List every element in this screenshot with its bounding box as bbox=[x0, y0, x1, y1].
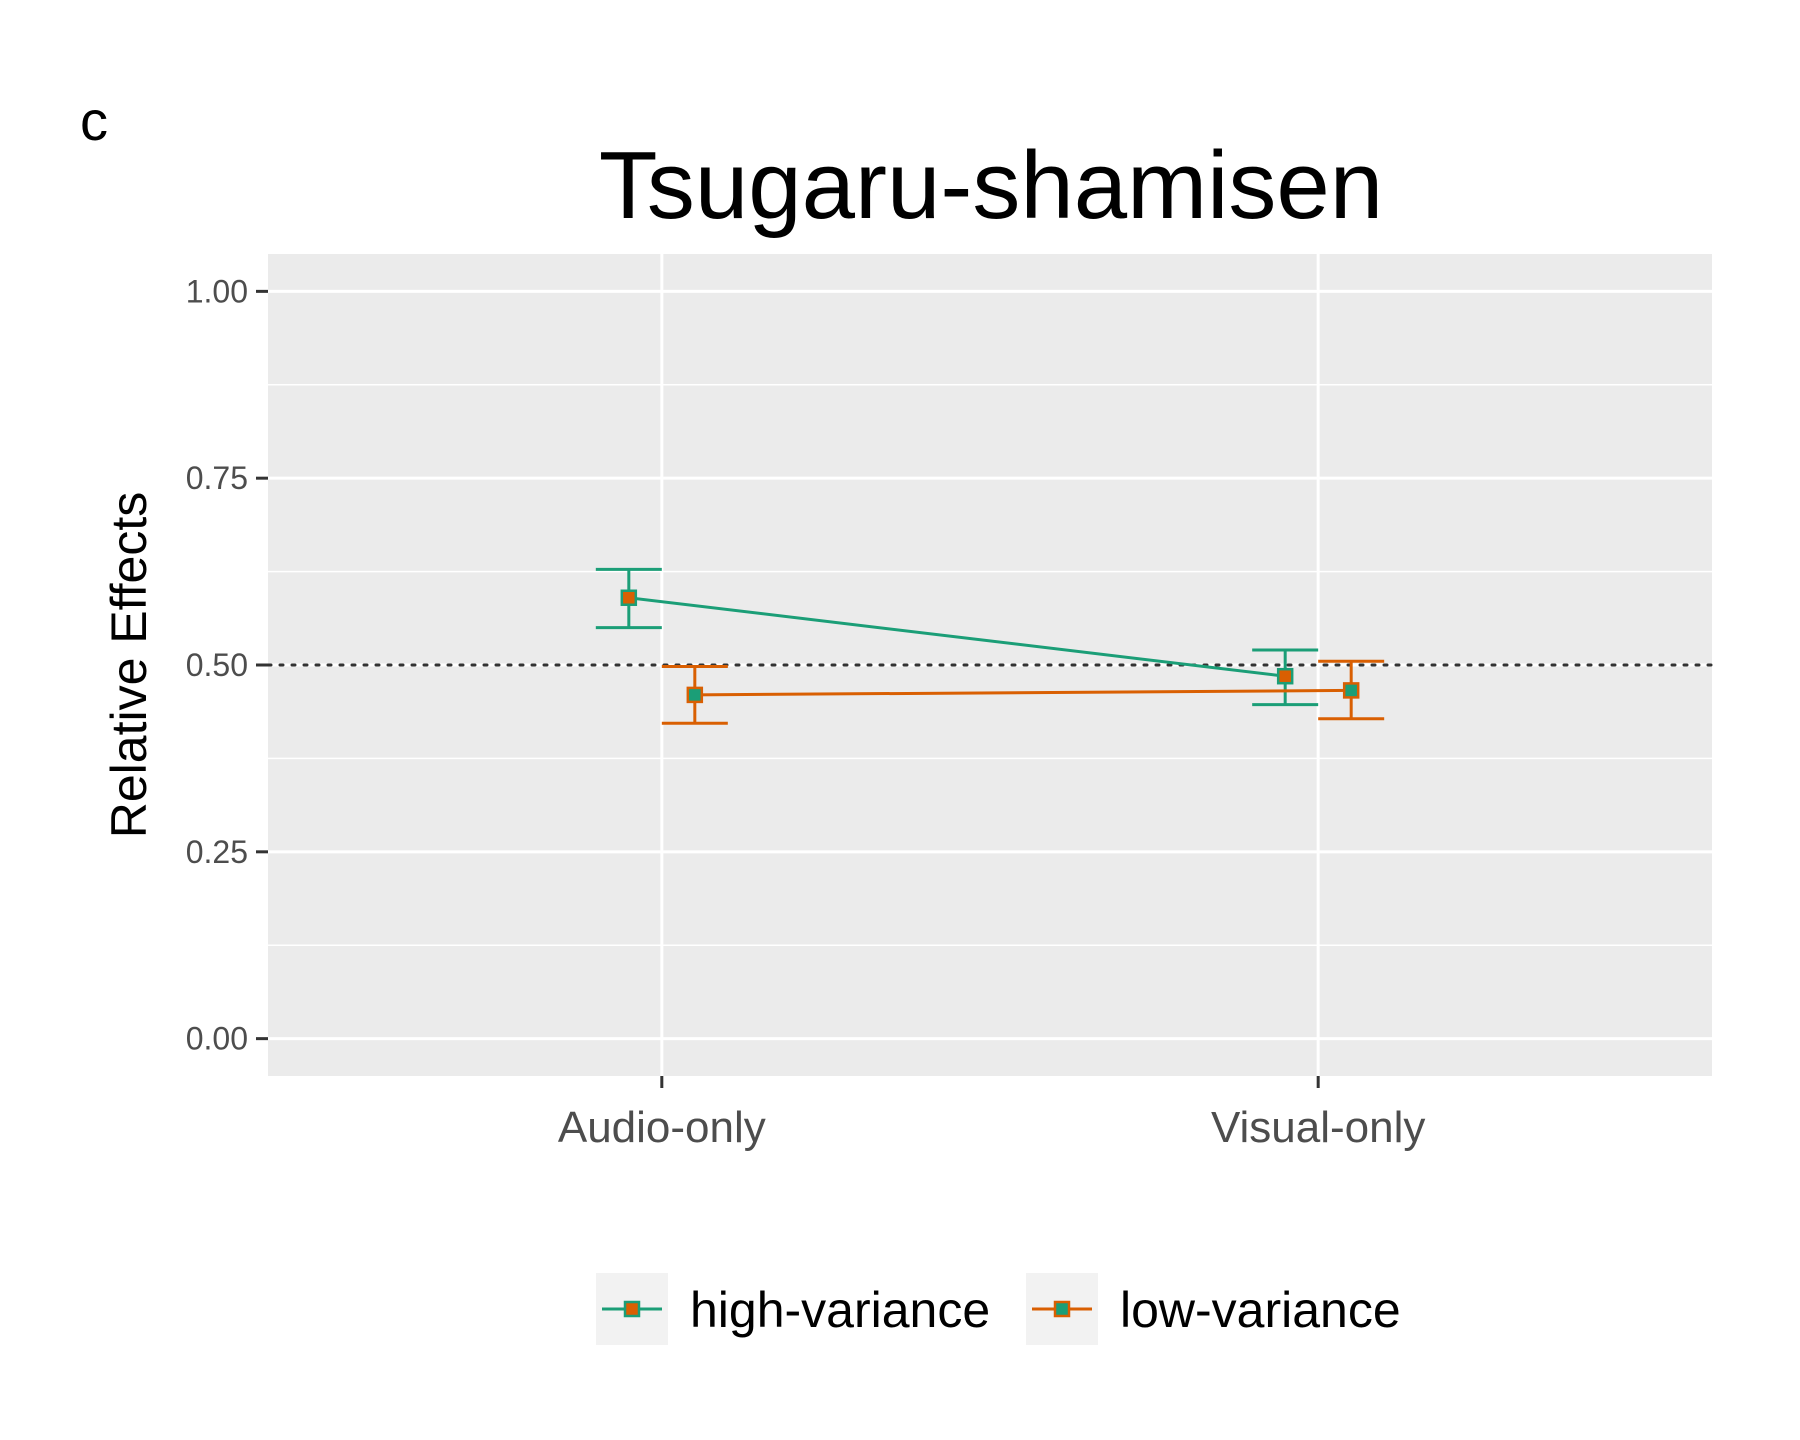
data-point bbox=[686, 686, 704, 704]
legend-label: low-variance bbox=[1120, 1282, 1401, 1338]
data-point bbox=[1342, 682, 1360, 699]
series-layer bbox=[595, 567, 1385, 725]
y-tick-label: 0.00 bbox=[186, 1021, 248, 1057]
series-low-variance bbox=[661, 659, 1385, 725]
series-line bbox=[694, 688, 1352, 697]
x-tick-label: Visual-only bbox=[1211, 1103, 1425, 1152]
legend: high-variance low-variance bbox=[596, 1273, 1401, 1345]
x-tick-label: Audio-only bbox=[558, 1103, 766, 1152]
chart-title: Tsugaru-shamisen bbox=[599, 132, 1383, 239]
legend-key-marker bbox=[623, 1300, 641, 1318]
legend-item-low-variance: low-variance bbox=[1026, 1273, 1401, 1345]
series-line bbox=[628, 596, 1286, 678]
y-axis: 0.00 0.25 0.50 0.75 1.00 bbox=[186, 273, 268, 1057]
legend-key-marker bbox=[1053, 1300, 1071, 1318]
legend-item-high-variance: high-variance bbox=[596, 1273, 990, 1345]
x-axis: Audio-only Visual-only bbox=[558, 1076, 1425, 1152]
legend-label: high-variance bbox=[690, 1282, 990, 1338]
y-tick-label: 0.50 bbox=[186, 647, 248, 683]
data-point bbox=[620, 589, 638, 606]
data-point bbox=[1276, 667, 1294, 685]
panel-letter: c bbox=[80, 89, 108, 152]
series-high-variance bbox=[595, 567, 1319, 707]
y-tick-label: 0.25 bbox=[186, 834, 248, 870]
y-tick-label: 1.00 bbox=[186, 273, 248, 309]
y-tick-label: 0.75 bbox=[186, 460, 248, 496]
y-axis-label: Relative Effects bbox=[101, 492, 157, 838]
